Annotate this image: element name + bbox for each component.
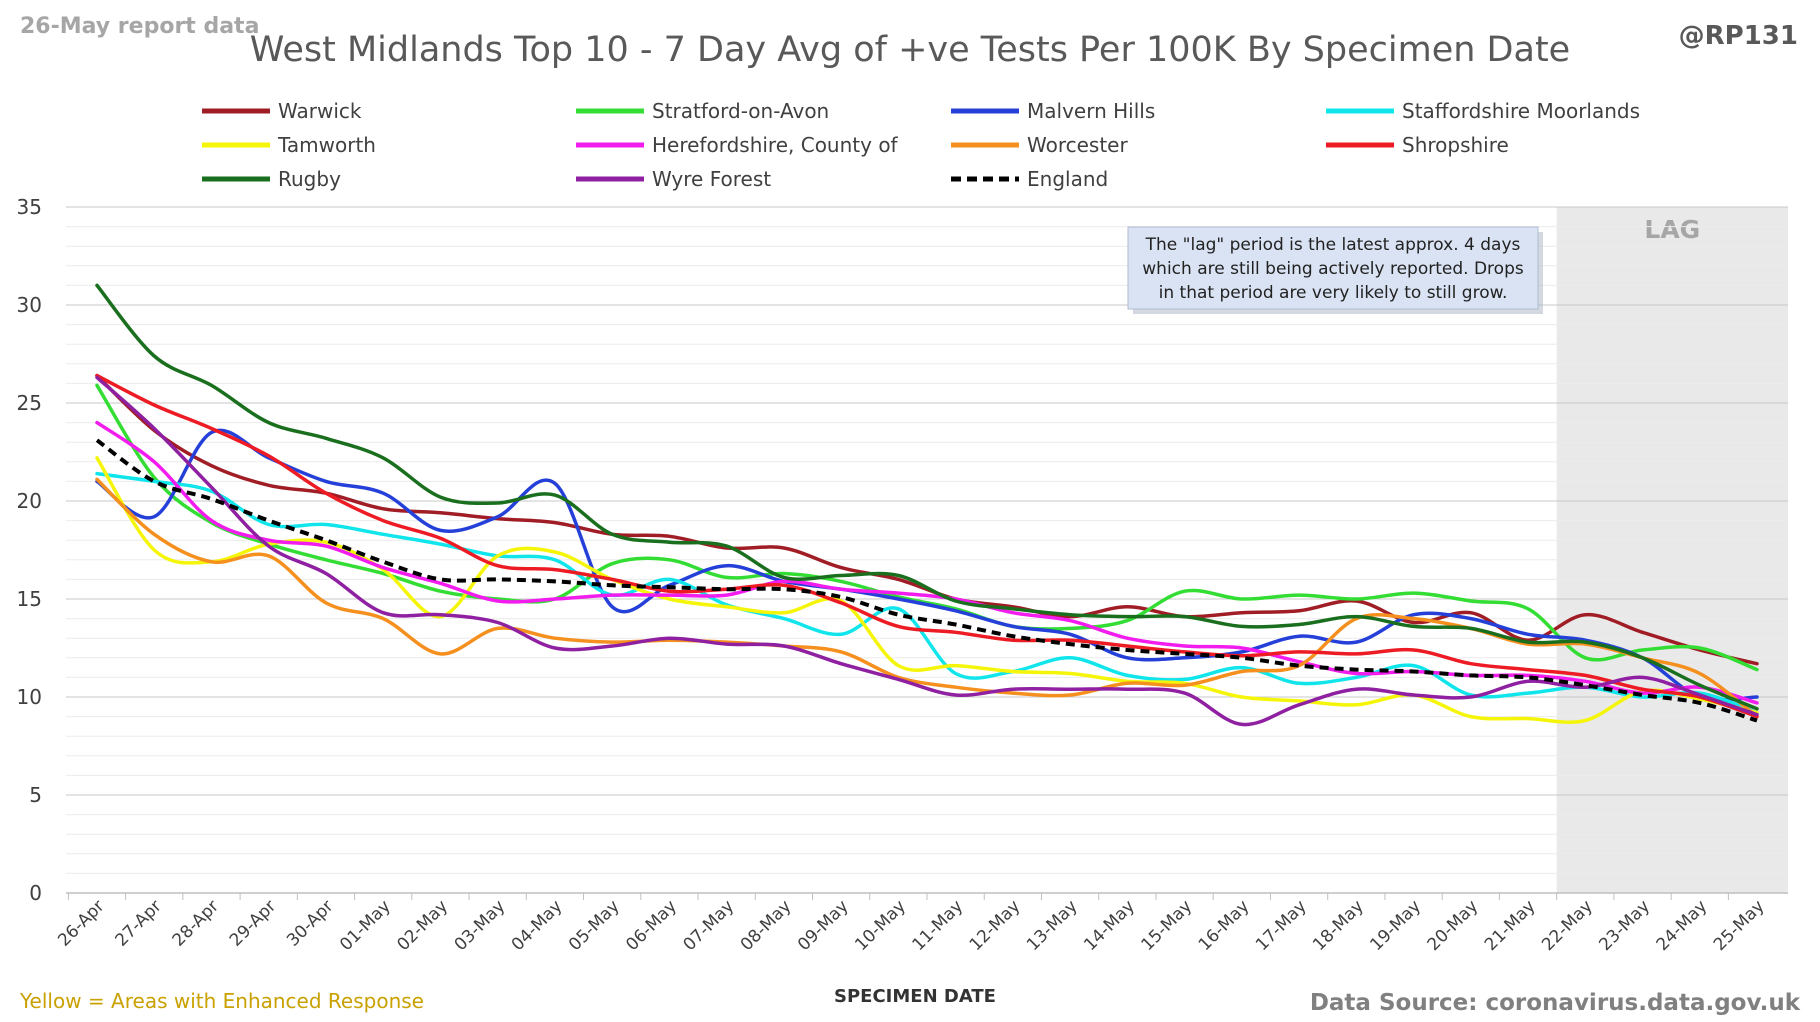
series-line-tamworth bbox=[95, 456, 1759, 724]
y-tick-label: 20 bbox=[17, 489, 42, 513]
annotation-box-face bbox=[1127, 226, 1539, 310]
report-date-note: 26-May report data bbox=[20, 14, 259, 39]
annotation-line-2: which are still being actively reported.… bbox=[1142, 259, 1524, 279]
legend-label-shropshire: Shropshire bbox=[1402, 133, 1509, 157]
legend-label-wyre-forest: Wyre Forest bbox=[652, 167, 771, 191]
annotation-line-3: in that period are very likely to still … bbox=[1159, 283, 1508, 303]
series-line-staffordshire-moorlands bbox=[95, 471, 1759, 715]
legend-label-warwick: Warwick bbox=[278, 99, 362, 123]
legend-label-staffordshire-moorlands: Staffordshire Moorlands bbox=[1402, 99, 1640, 123]
legend-label-england: England bbox=[1027, 167, 1108, 191]
footnote-enhanced-response: Yellow = Areas with Enhanced Response bbox=[19, 989, 424, 1013]
y-tick-label: 0 bbox=[29, 881, 42, 905]
series-line-shropshire bbox=[95, 373, 1759, 719]
data-source-note: Data Source: coronavirus.data.gov.uk bbox=[1310, 990, 1801, 1016]
chart-title: West Midlands Top 10 - 7 Day Avg of +ve … bbox=[250, 30, 1570, 70]
y-tick-label: 5 bbox=[29, 783, 42, 807]
y-tick-label: 15 bbox=[17, 587, 42, 611]
y-tick-label: 35 bbox=[17, 195, 42, 219]
author-handle: @RP131 bbox=[1679, 21, 1798, 51]
annotation-callout: The "lag" period is the latest approx. 4… bbox=[1127, 226, 1543, 314]
y-tick-label: 10 bbox=[17, 685, 42, 709]
lag-region-shade bbox=[1556, 207, 1788, 893]
lag-region-label: LAG bbox=[1644, 215, 1700, 244]
y-tick-label: 25 bbox=[17, 391, 42, 415]
legend-label-rugby: Rugby bbox=[278, 167, 341, 191]
legend-label-herefordshire-county-of: Herefordshire, County of bbox=[652, 133, 899, 157]
series-line-england bbox=[95, 438, 1758, 723]
legend-label-tamworth: Tamworth bbox=[277, 133, 376, 157]
series-line-malvern-hills bbox=[95, 428, 1759, 702]
series-line-wyre-forest bbox=[95, 375, 1759, 727]
series-line-rugby bbox=[95, 283, 1759, 711]
annotation-line-1: The "lag" period is the latest approx. 4… bbox=[1145, 235, 1521, 255]
y-tick-label: 30 bbox=[17, 293, 42, 317]
legend-label-stratford-on-avon: Stratford-on-Avon bbox=[652, 99, 829, 123]
legend-label-worcester: Worcester bbox=[1027, 133, 1128, 157]
legend-label-malvern-hills: Malvern Hills bbox=[1027, 99, 1155, 123]
x-axis-title: SPECIMEN DATE bbox=[834, 986, 996, 1007]
